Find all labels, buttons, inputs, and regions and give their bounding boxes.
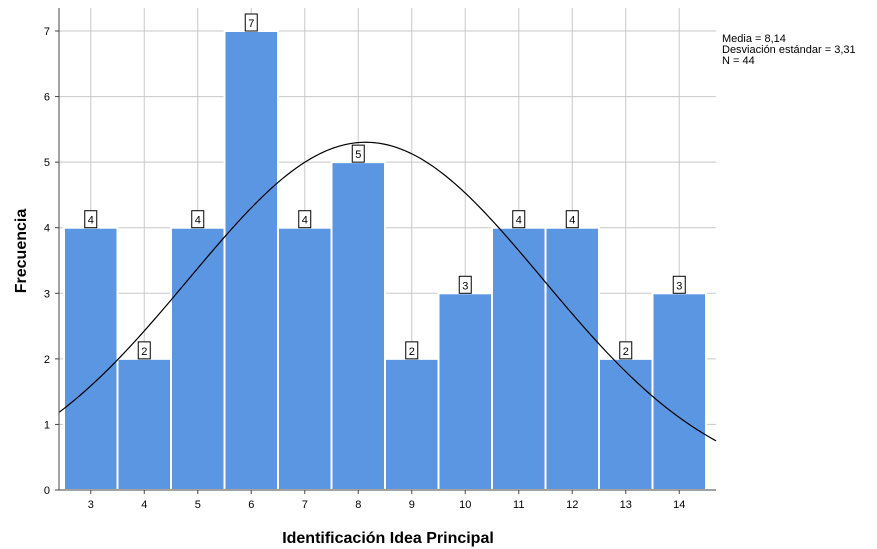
- bar: [116, 357, 172, 491]
- x-tick-label: 11: [513, 499, 524, 511]
- x-tick-label: 13: [620, 499, 632, 511]
- data-label-box: [244, 13, 258, 32]
- data-label-text: 4: [569, 215, 575, 227]
- x-tick-label: 10: [459, 499, 471, 511]
- data-label: 4: [191, 210, 205, 229]
- x-tick-label: 5: [195, 499, 201, 511]
- y-tick-label: 1: [44, 419, 50, 431]
- data-label: 5: [351, 144, 365, 163]
- data-label-box: [84, 210, 98, 229]
- y-axis-title: Frecuencia: [13, 209, 30, 294]
- stats-box: Media = 8,14 Desviación estándar = 3,31 …: [722, 33, 856, 67]
- bar: [277, 226, 333, 491]
- x-tick-label: 14: [673, 499, 685, 511]
- data-label-text: 5: [355, 149, 361, 161]
- data-label-text: 3: [462, 280, 468, 292]
- data-label-text: 4: [195, 215, 201, 227]
- data-label-box: [351, 144, 365, 163]
- stats-n: N = 44: [722, 55, 755, 67]
- data-label-text: 4: [302, 215, 308, 227]
- data-label: 4: [512, 210, 526, 229]
- data-label: 3: [458, 275, 472, 294]
- data-label-box: [298, 210, 312, 229]
- bar: [544, 226, 600, 491]
- y-tick-label: 4: [44, 223, 50, 235]
- data-label: 7: [244, 13, 258, 32]
- x-tick-label: 8: [355, 499, 361, 511]
- x-tick-label: 4: [141, 499, 147, 511]
- axes: [55, 8, 716, 494]
- data-label-box: [565, 210, 579, 229]
- data-label-box: [619, 341, 633, 360]
- bar: [491, 226, 547, 491]
- data-label: 4: [84, 210, 98, 229]
- stats-mean: Media = 8,14: [722, 33, 786, 45]
- stats-sd: Desviación estándar = 3,31: [722, 44, 856, 56]
- data-label: 2: [619, 341, 633, 360]
- data-label-box: [458, 275, 472, 294]
- data-label-box: [137, 341, 151, 360]
- bar: [170, 226, 226, 491]
- data-label-text: 4: [88, 215, 94, 227]
- data-label-text: 2: [141, 346, 147, 358]
- x-tick-label: 6: [248, 499, 254, 511]
- y-tick-label: 3: [44, 288, 50, 300]
- data-label-text: 3: [676, 280, 682, 292]
- normal-curve: [58, 141, 717, 442]
- data-labels: 4 2 4 7 4 5 2 3 4 4 2 3: [84, 13, 686, 360]
- data-label-text: 7: [248, 18, 254, 30]
- bar: [651, 292, 707, 491]
- bar: [598, 357, 654, 491]
- y-tick-label: 7: [44, 26, 50, 38]
- x-axis-title: Identificación Idea Principal: [282, 530, 494, 547]
- data-label: 4: [298, 210, 312, 229]
- data-label-box: [191, 210, 205, 229]
- data-label-box: [512, 210, 526, 229]
- y-tick-label: 0: [44, 485, 50, 497]
- y-tick-label: 5: [44, 157, 50, 169]
- y-tick-label: 2: [44, 354, 50, 366]
- data-label: 2: [137, 341, 151, 360]
- y-tick-label: 6: [44, 92, 50, 104]
- bar: [330, 161, 386, 491]
- x-tick-label: 12: [566, 499, 578, 511]
- data-label-text: 2: [623, 346, 629, 358]
- x-tick-label: 7: [302, 499, 308, 511]
- data-label-box: [405, 341, 419, 360]
- bar: [437, 292, 493, 491]
- x-tick-label: 3: [88, 499, 94, 511]
- data-label-text: 2: [409, 346, 415, 358]
- bar: [384, 357, 440, 491]
- bars: [63, 30, 707, 491]
- data-label-text: 4: [516, 215, 522, 227]
- bar: [223, 30, 279, 491]
- data-label: 3: [672, 275, 686, 294]
- data-label: 4: [565, 210, 579, 229]
- x-tick-label: 9: [409, 499, 415, 511]
- bar: [63, 226, 119, 491]
- normal-curve-layer: [58, 141, 717, 442]
- data-label: 2: [405, 341, 419, 360]
- data-label-box: [672, 275, 686, 294]
